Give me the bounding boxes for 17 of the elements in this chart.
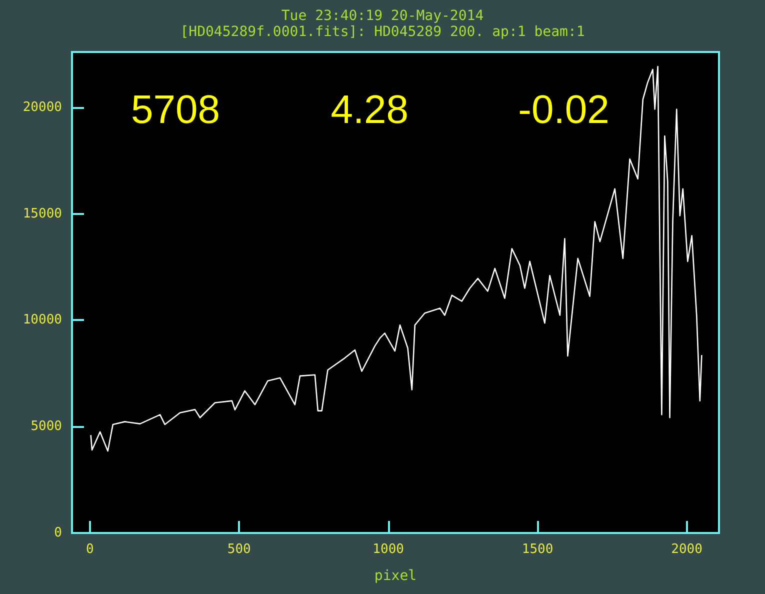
- x-tick-label: 2000: [671, 542, 702, 557]
- x-tick-label: 1000: [372, 542, 404, 557]
- y-tick-label: 10000: [22, 312, 62, 328]
- y-tick-label: 20000: [22, 100, 62, 115]
- y-tick-label: 15000: [22, 206, 62, 222]
- y-tick-label: 0: [54, 526, 62, 540]
- x-tick-label: 500: [227, 542, 251, 557]
- chart-title: Tue 23:40:19 20-May-2014: [281, 8, 484, 24]
- line-series: [90, 66, 702, 452]
- annotation: 4.28: [330, 88, 409, 132]
- x-tick-label: 0: [86, 542, 94, 557]
- x-axis-title: pixel: [374, 568, 417, 584]
- y-tick-label: 5000: [30, 419, 62, 434]
- chart-subtitle: [HD045289f.0001.fits]: HD045289 200. ap:1 beam:1: [180, 24, 585, 40]
- annotation: 5708: [131, 88, 220, 132]
- annotation: -0.02: [518, 88, 610, 132]
- x-tick-label: 1500: [522, 542, 554, 557]
